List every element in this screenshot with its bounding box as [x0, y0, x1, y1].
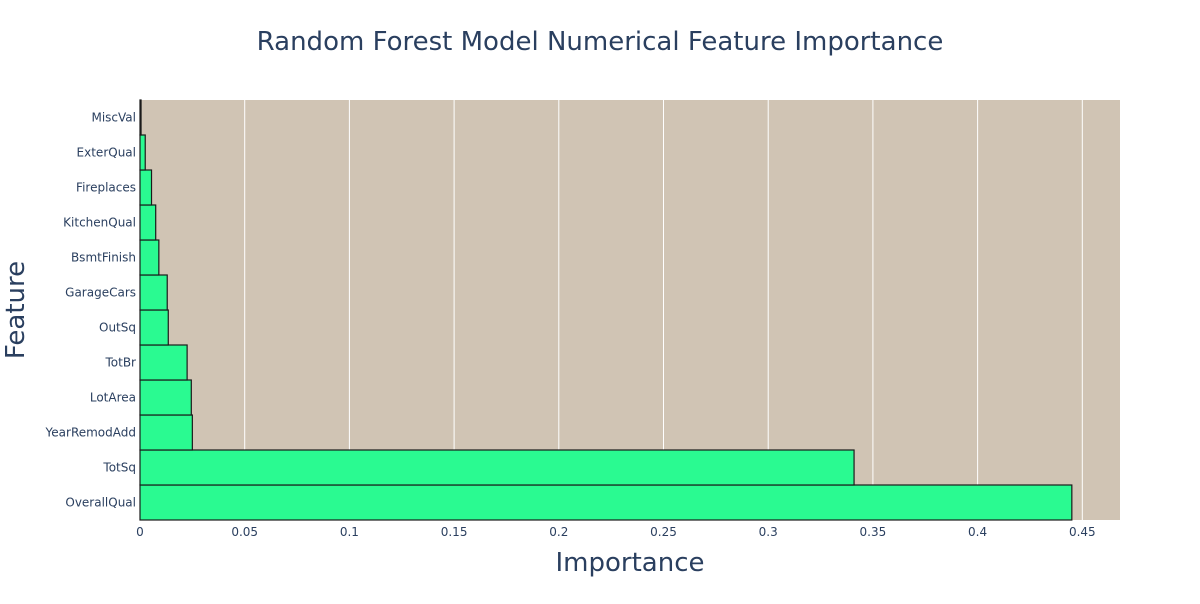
y-tick-label: TotSq [102, 461, 136, 475]
y-tick-label: TotBr [104, 356, 136, 370]
chart-title: Random Forest Model Numerical Feature Im… [257, 27, 944, 57]
x-tick-label: 0.3 [759, 525, 778, 539]
y-tick-label: Fireplaces [76, 181, 136, 195]
y-tick-label: OverallQual [65, 496, 136, 510]
x-tick-label: 0.2 [549, 525, 568, 539]
x-tick-label: 0.25 [650, 525, 677, 539]
bar [139, 274, 168, 311]
x-tick-label: 0.1 [340, 525, 359, 539]
x-tick-label: 0.05 [231, 525, 258, 539]
y-tick-labels: OverallQual TotSq YearRemodAdd LotArea TotBr… [45, 111, 137, 510]
bar [139, 134, 146, 171]
y-tick-label: BsmtFinish [71, 251, 136, 265]
x-tick-label: 0.35 [860, 525, 887, 539]
bar [139, 204, 157, 241]
bar [139, 169, 153, 206]
x-tick-label: 0.4 [968, 525, 987, 539]
x-tick-labels: 0 0.05 0.1 0.15 0.2 0.25 0.3 0.35 0.4 0.45 [136, 525, 1095, 539]
y-tick-label: YearRemodAdd [45, 426, 136, 440]
bar [139, 309, 169, 346]
bar [139, 379, 192, 416]
x-tick-label: 0.45 [1069, 525, 1096, 539]
y-tick-label: LotArea [90, 391, 136, 405]
y-tick-label: ExterQual [77, 146, 136, 160]
y-axis-label: Feature [1, 261, 31, 359]
grid-lines [244, 100, 1083, 520]
bars [139, 99, 1073, 521]
y-tick-label: KitchenQual [63, 216, 136, 230]
bar [139, 484, 1073, 521]
bar [139, 344, 188, 381]
x-axis-label: Importance [556, 548, 705, 578]
y-tick-label: MiscVal [91, 111, 136, 125]
y-tick-label: OutSq [99, 321, 136, 335]
y-tick-label: GarageCars [65, 286, 136, 300]
bar [139, 449, 855, 486]
x-tick-label: 0.15 [441, 525, 468, 539]
bar [139, 239, 160, 276]
bar [139, 414, 193, 451]
x-tick-label: 0 [136, 525, 144, 539]
